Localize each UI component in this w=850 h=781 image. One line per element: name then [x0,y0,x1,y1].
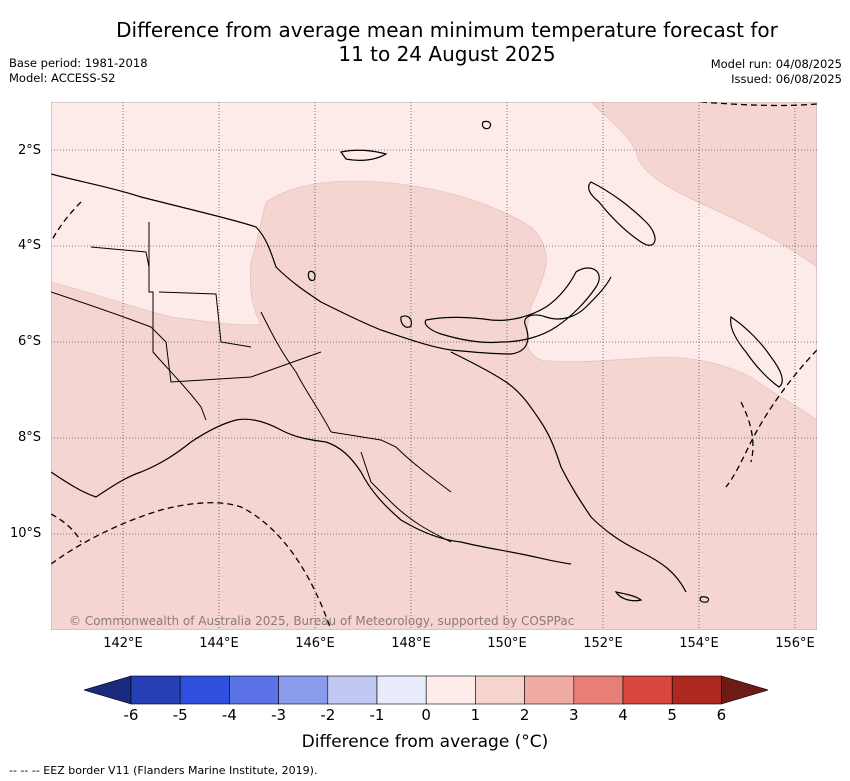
colorbar-segment [376,675,427,705]
model-name: Model: ACCESS-S2 [9,71,116,85]
anomaly-zone-0-to-1-north [51,102,817,421]
colorbar-segment [278,675,329,705]
colorbar-segment [327,675,378,705]
bougainville-island [730,316,783,388]
colorbar-segment [475,675,525,705]
colorbar-segment [671,675,722,705]
colorbar-tick-label: -3 [271,706,287,724]
papuan-peninsula [450,351,687,593]
forecast-map [51,102,817,630]
colorbar-tick-label: 1 [470,706,481,724]
lon-label-152e: 152°E [583,636,623,651]
manus-island [339,149,388,161]
lon-label-154e: 154°E [679,636,719,651]
colorbar-segment [130,675,181,705]
model-run: Model run: 04/08/2025 [710,57,842,71]
indonesia-png-border [148,222,207,421]
graticule [51,102,817,630]
colorbar-extend-high [721,675,768,705]
map-title: Difference from average mean minimum tem… [0,18,850,66]
colorbar-segment [524,675,575,705]
lat-label-4s: 4°S [18,238,42,253]
lon-label-148e: 148°E [391,636,431,651]
colorbar-tick-label: 5 [667,706,677,724]
colorbar-tick-label: 3 [569,706,579,724]
base-period: Base period: 1981-2018 [9,56,148,70]
lon-label-142e: 142°E [103,636,143,651]
colorbar-segment [425,675,476,705]
borders [51,222,452,543]
colorbar-tick-label: -2 [320,706,336,724]
lat-label-2s: 2°S [18,143,42,158]
colorbar-tick-label: 2 [519,706,530,724]
new-britain-island [424,267,600,344]
colorbar-tick-label: -5 [172,706,188,724]
colorbar [84,675,768,705]
new-ireland-island [588,181,656,246]
colorbar-tick-label: 4 [618,706,628,724]
colorbar-tick-label: 0 [421,706,431,724]
lon-label-146e: 146°E [295,636,335,651]
lon-label-144e: 144°E [199,636,239,651]
coastlines [51,120,783,603]
lat-label-10s: 10°S [10,526,42,541]
colorbar-segment [179,675,230,705]
meta-right: Model run: 04/08/2025 Issued: 06/08/2025 [711,57,842,87]
colorbar-tick-label: -6 [123,706,139,724]
colorbar-segment [573,675,624,705]
copyright-notice: © Commonwealth of Australia 2025, Bureau… [69,614,575,628]
colorbar-segment [229,675,279,705]
colorbar-tick-label: -4 [221,706,237,724]
eez-borders [51,102,817,630]
lon-label-156e: 156°E [775,636,815,651]
lat-label-8s: 8°S [18,430,42,445]
lon-label-150e: 150°E [487,636,527,651]
colorbar-extend-low [84,675,132,705]
title-line-1: Difference from average mean minimum tem… [116,18,778,42]
lat-label-6s: 6°S [18,334,42,349]
colorbar-title: Difference from average (°C) [301,732,549,752]
colorbar-segment [622,675,673,705]
colorbar-tick-label: 6 [716,706,727,724]
eez-legend-note: -- -- -- EEZ border V11 (Flanders Marine… [9,764,318,777]
colorbar-tick-label: -1 [369,706,385,724]
meta-left: Base period: 1981-2018 Model: ACCESS-S2 [9,56,148,86]
title-line-2: 11 to 24 August 2025 [338,42,556,66]
issued-date: Issued: 06/08/2025 [731,72,842,86]
new-guinea-north-coast [51,173,612,355]
new-guinea-south-coast [51,418,572,565]
